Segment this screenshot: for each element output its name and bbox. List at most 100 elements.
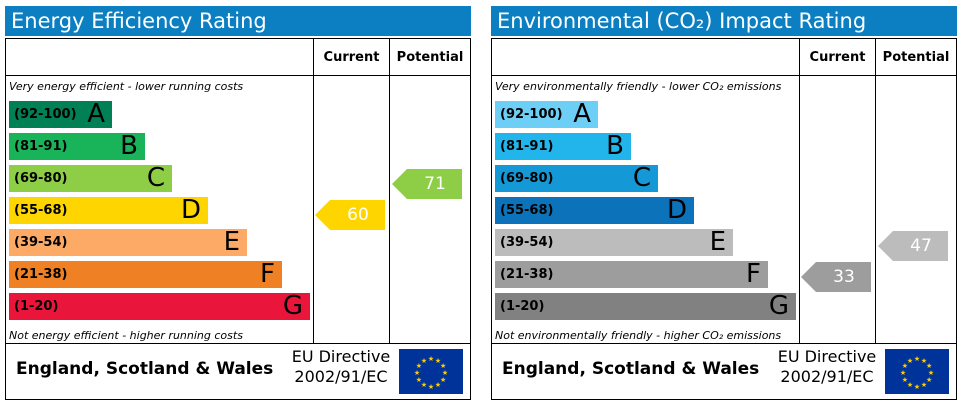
- eu-star-icon: ★: [914, 383, 920, 391]
- column-divider: [389, 39, 390, 343]
- eu-directive: EU Directive 2002/91/EC: [286, 347, 396, 387]
- eu-star-icon: ★: [902, 362, 908, 370]
- caption-top: Very environmentally friendly - lower CO…: [495, 80, 782, 93]
- band-letter: E: [223, 227, 240, 257]
- eu-star-icon: ★: [435, 381, 441, 389]
- directive-line-1: EU Directive: [777, 347, 877, 366]
- directive-line-2: 2002/91/EC: [780, 367, 874, 386]
- eu-star-icon: ★: [921, 381, 927, 389]
- rating-band-d: (55-68) D: [9, 197, 208, 224]
- rating-band-f: (21-38) F: [495, 261, 768, 288]
- eu-star-icon: ★: [416, 376, 422, 384]
- band-letter: D: [180, 195, 201, 225]
- eu-star-icon: ★: [900, 369, 906, 377]
- potential-rating-value: 47: [910, 235, 932, 256]
- header-divider: [6, 75, 470, 76]
- eu-star-icon: ★: [928, 369, 934, 377]
- eu-star-icon: ★: [416, 362, 422, 370]
- eu-star-icon: ★: [926, 362, 932, 370]
- eu-flag-icon: ★ ★ ★ ★ ★ ★ ★ ★ ★ ★ ★ ★: [885, 349, 949, 394]
- band-range: (81-91): [14, 139, 68, 154]
- eu-star-icon: ★: [921, 357, 927, 365]
- eu-star-icon: ★: [421, 381, 427, 389]
- current-column-header: Current: [323, 50, 380, 65]
- potential-column-header: Potential: [396, 50, 464, 65]
- band-letter: A: [573, 99, 591, 129]
- caption-top: Very energy efficient - lower running co…: [9, 80, 244, 93]
- current-rating-arrow: 60: [315, 199, 385, 230]
- eu-flag-icon: ★ ★ ★ ★ ★ ★ ★ ★ ★ ★ ★ ★: [399, 349, 463, 394]
- band-range: (81-91): [500, 139, 554, 154]
- rating-band-b: (81-91) B: [9, 133, 145, 160]
- band-letter: D: [666, 195, 687, 225]
- band-range: (55-68): [14, 203, 68, 218]
- eu-star-icon: ★: [440, 376, 446, 384]
- directive-line-1: EU Directive: [291, 347, 391, 366]
- eu-star-icon: ★: [435, 357, 441, 365]
- rating-band-f: (21-38) F: [9, 261, 282, 288]
- eu-star-icon: ★: [907, 357, 913, 365]
- potential-rating-arrow: 47: [878, 230, 948, 261]
- region-label: England, Scotland & Wales: [502, 359, 760, 379]
- potential-arrow-shape: [878, 230, 948, 261]
- band-letter: B: [120, 131, 138, 161]
- rating-band-g: (1-20) G: [495, 293, 796, 320]
- footer-divider: [492, 343, 956, 344]
- rating-band-g: (1-20) G: [9, 293, 310, 320]
- footer-divider: [6, 343, 470, 344]
- eu-stars-icon: ★★★★★★★★★ ★ ★★: [900, 355, 934, 391]
- band-range: (69-80): [500, 171, 554, 186]
- eu-star-icon: ★: [442, 369, 448, 377]
- band-letter: B: [606, 131, 624, 161]
- band-letter: G: [768, 291, 789, 321]
- eu-star-icon: ★: [428, 383, 434, 391]
- band-range: (21-38): [500, 267, 554, 282]
- band-letter: G: [282, 291, 303, 321]
- band-range: (69-80): [14, 171, 68, 186]
- energy-efficiency-panel: Energy Efficiency Rating Current Potenti…: [5, 6, 471, 400]
- potential-rating-arrow: 71: [392, 168, 462, 199]
- eu-star-icon: ★: [926, 376, 932, 384]
- current-rating-value: 60: [347, 204, 369, 225]
- current-arrow-shape: [315, 199, 385, 230]
- band-range: (21-38): [14, 267, 68, 282]
- band-range: (92-100): [14, 107, 77, 122]
- eu-star-icon: ★: [914, 355, 920, 363]
- rating-frame: Current Potential Very environmentally f…: [491, 38, 957, 400]
- band-letter: A: [87, 99, 105, 129]
- eu-directive: EU Directive 2002/91/EC: [772, 347, 882, 387]
- current-arrow-shape: [801, 261, 871, 292]
- eu-star-icon: ★: [421, 357, 427, 365]
- current-rating-value: 33: [833, 266, 855, 287]
- header-divider: [492, 75, 956, 76]
- rating-band-b: (81-91) B: [495, 133, 631, 160]
- caption-bottom: Not energy efficient - higher running co…: [9, 329, 243, 342]
- eu-stars-icon: ★★★★★★★★★ ★ ★★: [414, 355, 448, 391]
- directive-line-2: 2002/91/EC: [294, 367, 388, 386]
- current-rating-arrow: 33: [801, 261, 871, 292]
- band-letter: C: [632, 163, 651, 193]
- rating-frame: Current Potential Very energy efficient …: [5, 38, 471, 400]
- eu-star-icon: ★: [902, 376, 908, 384]
- eu-star-icon: ★: [414, 369, 420, 377]
- band-letter: E: [709, 227, 726, 257]
- eu-star-icon: ★: [907, 381, 913, 389]
- column-divider: [313, 39, 314, 343]
- panel-title: Energy Efficiency Rating: [5, 6, 471, 36]
- band-range: (55-68): [500, 203, 554, 218]
- rating-band-a: (92-100) A: [9, 101, 112, 128]
- potential-column-header: Potential: [882, 50, 950, 65]
- band-letter: F: [260, 259, 275, 289]
- band-range: (1-20): [500, 299, 545, 314]
- rating-band-c: (69-80) C: [9, 165, 172, 192]
- potential-arrow-shape: [392, 168, 462, 199]
- rating-band-d: (55-68) D: [495, 197, 694, 224]
- column-divider: [875, 39, 876, 343]
- current-column-header: Current: [809, 50, 866, 65]
- band-range: (1-20): [14, 299, 59, 314]
- eu-star-icon: ★: [440, 362, 446, 370]
- eu-star-icon: ★: [428, 355, 434, 363]
- panel-title: Environmental (CO₂) Impact Rating: [491, 6, 957, 36]
- rating-band-e: (39-54) E: [495, 229, 733, 256]
- rating-band-c: (69-80) C: [495, 165, 658, 192]
